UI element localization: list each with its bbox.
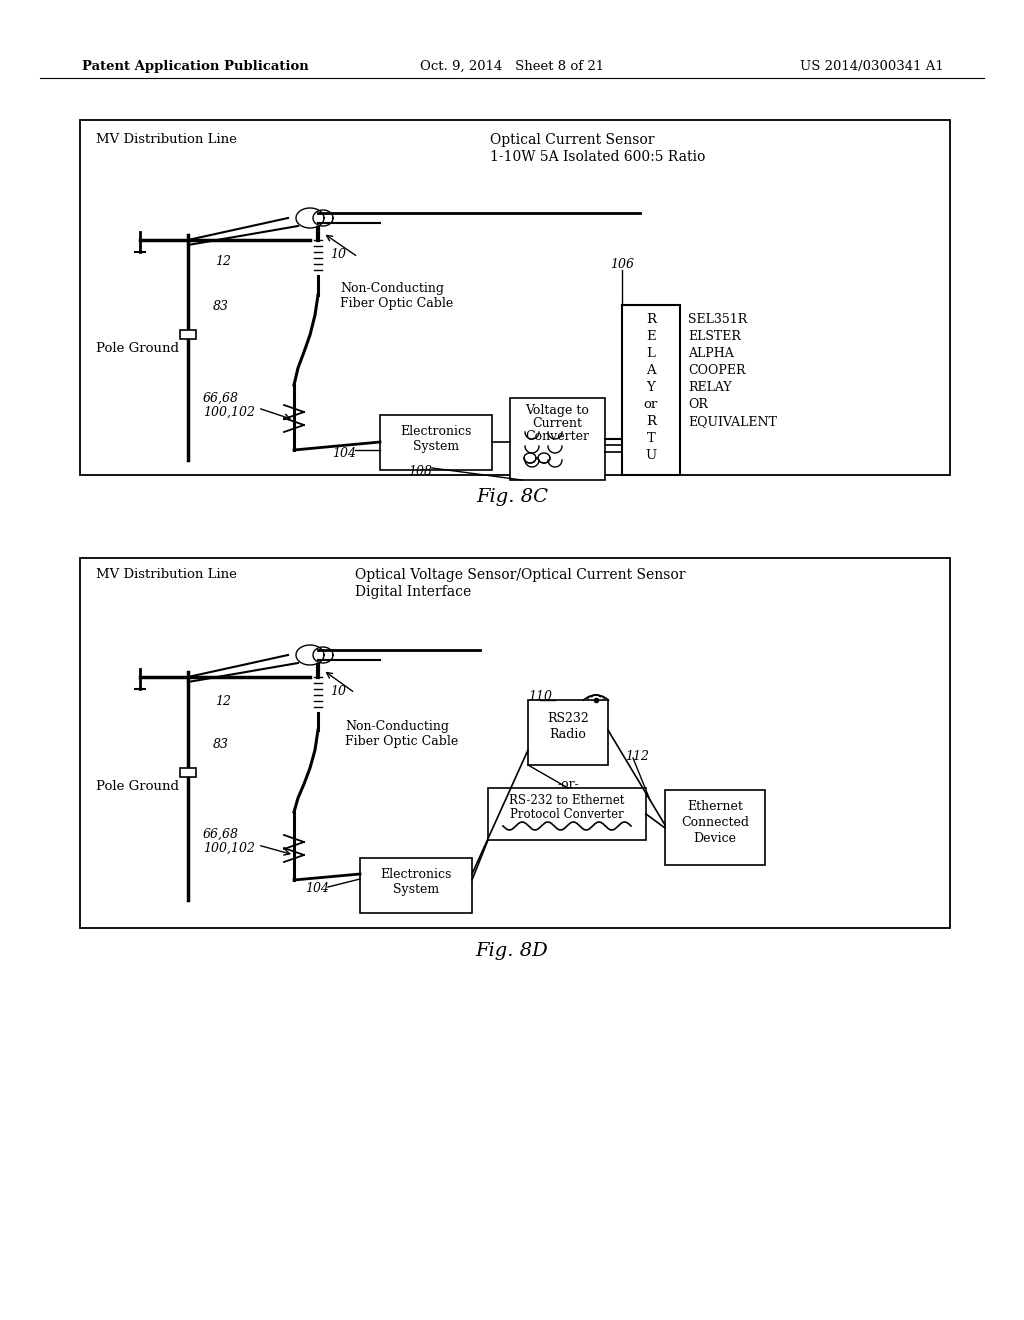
Text: Fig. 8D: Fig. 8D: [475, 942, 549, 960]
Text: COOPER: COOPER: [688, 364, 745, 378]
Text: MV Distribution Line: MV Distribution Line: [96, 133, 237, 147]
Text: Non-Conducting: Non-Conducting: [340, 282, 444, 294]
Text: Digital Interface: Digital Interface: [355, 585, 471, 599]
Bar: [80, 120, 950, 475]
Text: 83: 83: [213, 300, 229, 313]
Text: Connected: Connected: [681, 816, 749, 829]
Text: Electronics
System: Electronics System: [380, 869, 452, 896]
Text: Optical Current Sensor: Optical Current Sensor: [490, 133, 654, 147]
Text: Converter: Converter: [525, 430, 590, 444]
Text: EQUIVALENT: EQUIVALENT: [688, 414, 777, 428]
Text: Current: Current: [532, 417, 583, 430]
Text: 100,102: 100,102: [203, 842, 255, 855]
Text: 12: 12: [215, 696, 231, 708]
Bar: [488, 788, 646, 840]
Bar: [180, 330, 196, 339]
Text: Non-Conducting: Non-Conducting: [345, 719, 449, 733]
Bar: [510, 399, 605, 480]
Text: or: or: [644, 399, 658, 411]
Text: Device: Device: [693, 832, 736, 845]
Text: Patent Application Publication: Patent Application Publication: [82, 59, 309, 73]
Text: 104: 104: [305, 882, 329, 895]
Text: Pole Ground: Pole Ground: [96, 342, 179, 355]
Text: R: R: [646, 414, 656, 428]
Bar: [665, 789, 765, 865]
Text: ELSTER: ELSTER: [688, 330, 741, 343]
Text: Ethernet: Ethernet: [687, 800, 743, 813]
Text: ALPHA: ALPHA: [688, 347, 734, 360]
Text: Oct. 9, 2014   Sheet 8 of 21: Oct. 9, 2014 Sheet 8 of 21: [420, 59, 604, 73]
Text: Fiber Optic Cable: Fiber Optic Cable: [345, 735, 459, 748]
Bar: [80, 558, 950, 928]
Text: A: A: [646, 364, 655, 378]
Text: RS-232 to Ethernet: RS-232 to Ethernet: [509, 795, 625, 807]
Text: 66,68: 66,68: [203, 828, 239, 841]
Text: 112: 112: [625, 750, 649, 763]
Text: 66,68: 66,68: [203, 392, 239, 405]
Text: R: R: [646, 313, 656, 326]
Text: Electronics
System: Electronics System: [400, 425, 472, 453]
Bar: [380, 414, 492, 470]
Text: RELAY: RELAY: [688, 381, 731, 393]
Bar: [360, 858, 472, 913]
Text: Fig. 8C: Fig. 8C: [476, 488, 548, 506]
Text: 1-10W 5A Isolated 600:5 Ratio: 1-10W 5A Isolated 600:5 Ratio: [490, 150, 706, 164]
Text: L: L: [646, 347, 655, 360]
Text: U: U: [645, 449, 656, 462]
Text: 10: 10: [330, 685, 346, 698]
Text: Voltage to: Voltage to: [525, 404, 590, 417]
Bar: [622, 305, 680, 475]
Text: RS232: RS232: [547, 711, 589, 725]
Text: 12: 12: [215, 255, 231, 268]
Text: 110: 110: [528, 690, 552, 704]
Text: Fiber Optic Cable: Fiber Optic Cable: [340, 297, 454, 310]
Text: 106: 106: [610, 257, 634, 271]
Text: Optical Voltage Sensor/Optical Current Sensor: Optical Voltage Sensor/Optical Current S…: [355, 568, 685, 582]
Bar: [180, 768, 196, 777]
Text: 108: 108: [408, 465, 432, 478]
Text: 10: 10: [330, 248, 346, 261]
Text: 100,102: 100,102: [203, 407, 255, 418]
Text: Y: Y: [646, 381, 655, 393]
Text: Pole Ground: Pole Ground: [96, 780, 179, 793]
Text: MV Distribution Line: MV Distribution Line: [96, 568, 237, 581]
Bar: [528, 700, 608, 766]
Text: -or-: -or-: [557, 777, 579, 791]
Text: 104: 104: [332, 447, 356, 459]
Text: Radio: Radio: [550, 729, 587, 741]
Text: 83: 83: [213, 738, 229, 751]
Text: US 2014/0300341 A1: US 2014/0300341 A1: [800, 59, 944, 73]
Text: E: E: [646, 330, 655, 343]
Text: Protocol Converter: Protocol Converter: [510, 808, 624, 821]
Text: OR: OR: [688, 399, 708, 411]
Text: SEL351R: SEL351R: [688, 313, 748, 326]
Text: T: T: [646, 432, 655, 445]
